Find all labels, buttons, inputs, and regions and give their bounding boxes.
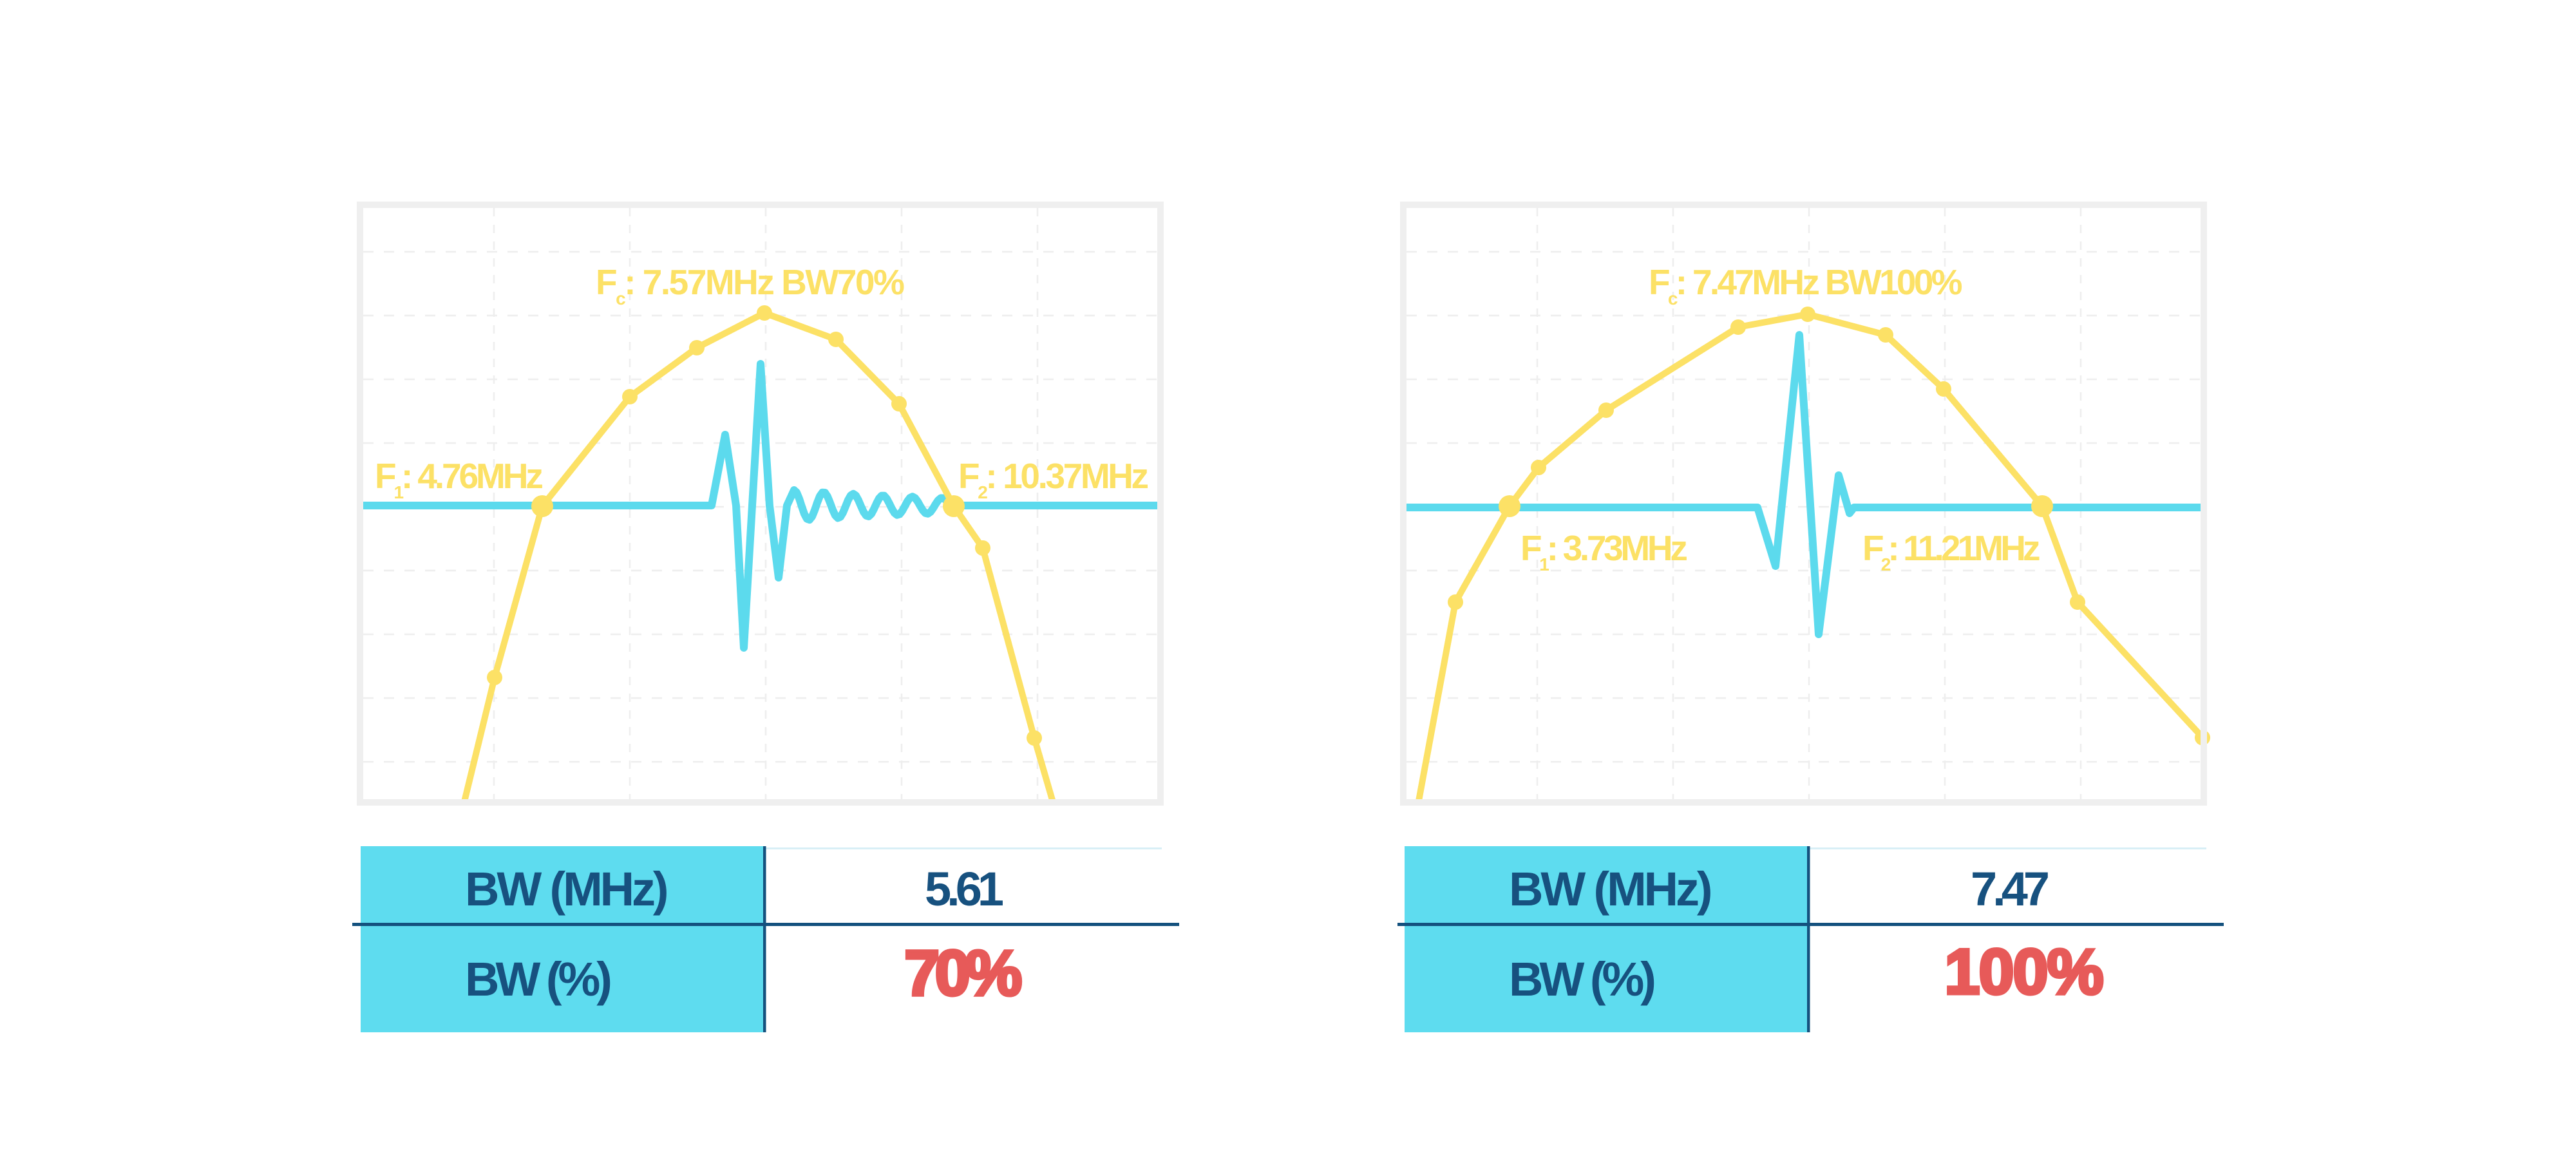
svg-text:F2: 11.21MHz: F2: 11.21MHz — [1862, 528, 2040, 574]
svg-text:70%: 70% — [904, 937, 1021, 1008]
svg-text:5.61: 5.61 — [925, 862, 1003, 916]
svg-text:7.47: 7.47 — [1971, 862, 2048, 916]
svg-text:BW (%): BW (%) — [465, 952, 610, 1006]
svg-text:F1: 4.76MHz: F1: 4.76MHz — [375, 456, 542, 502]
svg-text:F1: 3.73MHz: F1: 3.73MHz — [1520, 528, 1687, 574]
svg-text:100%: 100% — [1944, 936, 2102, 1007]
svg-text:BW (%): BW (%) — [1509, 952, 1654, 1006]
svg-text:Fc: 7.57MHz BW70%: Fc: 7.57MHz BW70% — [596, 262, 904, 308]
svg-text:BW (MHz): BW (MHz) — [1509, 862, 1710, 916]
svg-text:Fc: 7.47MHz BW100%: Fc: 7.47MHz BW100% — [1649, 262, 1962, 308]
svg-text:F2: 10.37MHz: F2: 10.37MHz — [958, 456, 1148, 502]
svg-text:BW (MHz): BW (MHz) — [465, 862, 667, 916]
